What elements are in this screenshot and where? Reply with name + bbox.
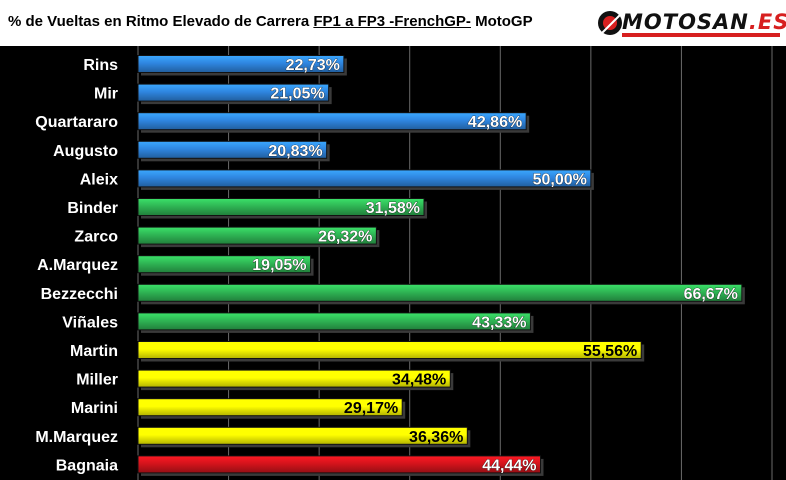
title-underlined: FP1 a FP3 -FrenchGP- xyxy=(313,13,471,30)
bar xyxy=(137,398,403,417)
value-label: 44,44% xyxy=(482,457,536,474)
bar xyxy=(137,312,531,331)
bars xyxy=(137,55,745,476)
bar xyxy=(137,369,451,388)
value-label: 66,67% xyxy=(684,286,738,303)
bar xyxy=(137,55,345,73)
category-label: Viñales xyxy=(62,314,118,331)
category-label: Bezzecchi xyxy=(41,286,118,303)
bar xyxy=(137,112,527,131)
value-label: 43,33% xyxy=(472,314,526,331)
value-label: 31,58% xyxy=(366,200,420,217)
bar xyxy=(137,169,592,188)
bar xyxy=(137,455,541,474)
logo-text: MOTOSAN.ES xyxy=(622,10,786,34)
value-label: 26,32% xyxy=(318,229,372,246)
value-label: 34,48% xyxy=(392,372,446,389)
bar xyxy=(137,226,377,245)
bar xyxy=(137,426,468,445)
category-label: Zarco xyxy=(74,229,118,246)
bar xyxy=(137,283,743,302)
category-label: Bagnaia xyxy=(56,457,118,474)
value-labels: 22,73% 21,05% 42,86% 20,83% 50,00% 31,58% 26,3… xyxy=(252,57,738,475)
category-label: Quartararo xyxy=(35,114,118,131)
category-label: Binder xyxy=(67,200,118,217)
category-label: Miller xyxy=(76,372,118,389)
bar xyxy=(137,255,312,274)
category-label: Augusto xyxy=(53,143,118,160)
bar-chart: Rins Mir Quartararo Augusto Aleix Binder Zarco… xyxy=(35,46,773,480)
category-label: Martin xyxy=(70,343,118,360)
category-label: Aleix xyxy=(80,171,118,188)
category-labels: Rins Mir Quartararo Augusto Aleix Binder Zarco… xyxy=(35,57,118,474)
bar xyxy=(137,341,642,359)
value-label: 50,00% xyxy=(533,171,587,188)
value-label: 55,56% xyxy=(583,343,637,360)
bar xyxy=(137,140,328,159)
category-label: Rins xyxy=(83,57,118,74)
value-label: 20,83% xyxy=(268,143,322,160)
value-label: 22,73% xyxy=(286,57,340,74)
value-label: 36,36% xyxy=(409,429,463,446)
category-label: M.Marquez xyxy=(35,429,118,446)
value-label: 29,17% xyxy=(344,400,398,417)
category-label: A.Marquez xyxy=(37,257,118,274)
bar xyxy=(137,83,330,102)
category-label: Marini xyxy=(71,400,118,417)
value-label: 19,05% xyxy=(252,257,306,274)
motosan-logo xyxy=(596,5,782,41)
title-prefix: % de Vueltas en Ritmo Elevado de Carrera xyxy=(8,13,314,30)
chart-title: % de Vueltas en Ritmo Elevado de Carrera… xyxy=(8,13,533,30)
title-bar: % de Vueltas en Ritmo Elevado de Carrera… xyxy=(0,0,786,46)
category-label: Mir xyxy=(94,86,118,103)
value-label: 21,05% xyxy=(270,86,324,103)
value-label: 42,86% xyxy=(468,114,522,131)
title-suffix: MotoGP xyxy=(470,13,533,30)
bar xyxy=(137,198,425,216)
